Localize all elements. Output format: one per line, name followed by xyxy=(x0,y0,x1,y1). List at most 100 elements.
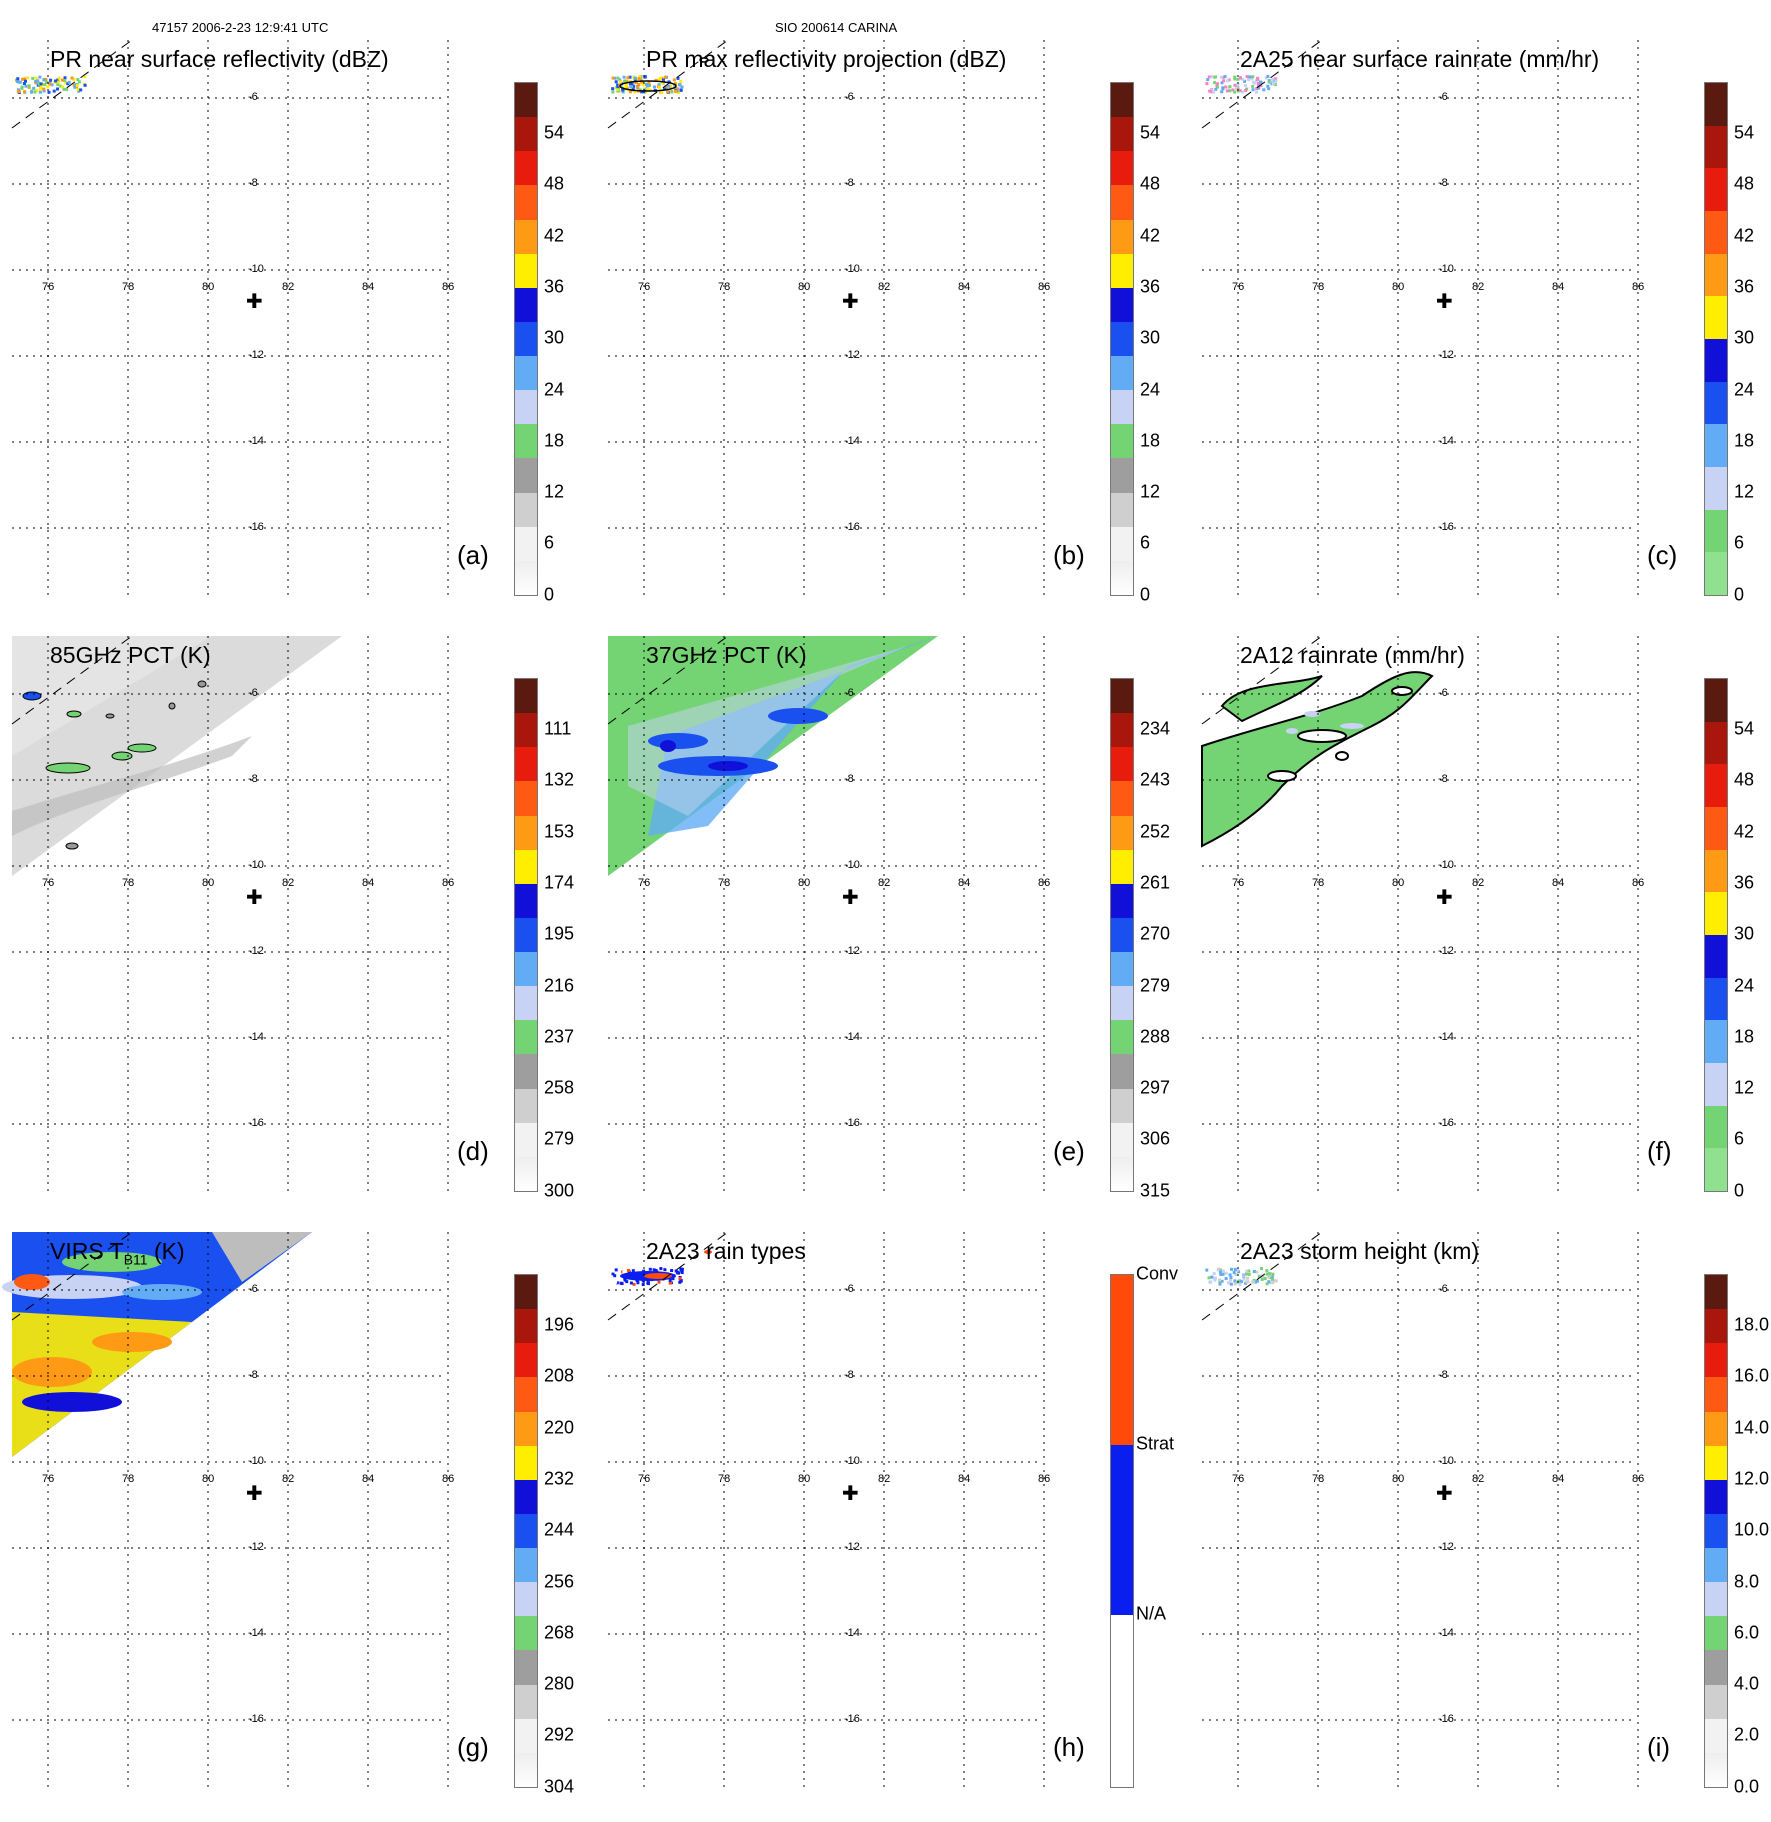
colorbar-label: 304 xyxy=(544,1776,575,1797)
colorbar-label: 288 xyxy=(1140,1026,1171,1047)
colorbar-segment xyxy=(1705,1752,1727,1788)
light-rain-1 xyxy=(1304,711,1320,717)
colorbar-segment xyxy=(1705,1582,1727,1617)
echo-pixel xyxy=(1221,75,1225,79)
echo-pixel xyxy=(1233,90,1237,94)
lat-tick-label: -16 xyxy=(248,1117,264,1129)
colorbar-segment xyxy=(515,321,537,357)
lat-tick-label: -16 xyxy=(844,1713,860,1725)
echo-pixel xyxy=(1274,79,1278,83)
panel-label: (i) xyxy=(1647,1732,1671,1762)
colorbar-label: 42 xyxy=(1734,225,1755,246)
echo-pixel xyxy=(1266,84,1270,88)
echo-pixel xyxy=(615,1281,619,1285)
colorbar-segment xyxy=(1111,219,1133,255)
colorbar-label: 0 xyxy=(1734,584,1745,605)
cloud-top-6 xyxy=(22,1392,122,1412)
echo-pixel xyxy=(1245,75,1249,78)
colorbar-label: 48 xyxy=(1734,769,1755,790)
lon-tick-label: 84 xyxy=(362,1473,374,1485)
colorbar-segment xyxy=(515,815,537,851)
lon-tick-label: 82 xyxy=(282,877,294,889)
echo-pixel xyxy=(678,1277,682,1280)
echo-pixel xyxy=(1221,1269,1225,1273)
echo-pixel xyxy=(676,1270,680,1274)
echo-pixel xyxy=(671,1277,675,1281)
echo-pixel xyxy=(680,85,684,89)
echo-pixel xyxy=(670,1269,674,1272)
echo-pixel xyxy=(1209,1280,1213,1284)
echo-pixel xyxy=(1235,1268,1239,1272)
lon-tick-label: 86 xyxy=(1632,877,1644,889)
lon-tick-label: 78 xyxy=(1312,281,1324,293)
lat-tick-label: -14 xyxy=(1438,435,1454,447)
echo-pixel xyxy=(646,87,650,91)
colorbar-label: 8.0 xyxy=(1734,1571,1760,1591)
echo-pixel xyxy=(70,76,74,80)
cold-cloud-7 xyxy=(168,702,176,710)
lat-tick-label: -6 xyxy=(844,91,854,103)
lat-tick-label: -8 xyxy=(844,773,854,785)
colorbar-segment xyxy=(1705,339,1727,383)
lon-tick-label: 78 xyxy=(1312,1473,1324,1485)
echo-pixel xyxy=(1257,1274,1261,1278)
colorbar-segment xyxy=(1705,1616,1727,1651)
echo-pixel xyxy=(38,87,42,91)
colorbar-label: 0 xyxy=(1734,1180,1745,1201)
colorbar-segment xyxy=(1111,1156,1133,1192)
colorbar-segment xyxy=(1111,356,1133,391)
lat-tick-label: -16 xyxy=(1438,521,1454,533)
lon-tick-label: 80 xyxy=(202,877,214,889)
colorbar-label: 36 xyxy=(1734,276,1755,297)
warm-cell-4 xyxy=(708,761,748,771)
rain-type-cell-2 xyxy=(704,1250,712,1254)
colorbar xyxy=(514,678,538,1192)
echo-pixel xyxy=(1230,1267,1233,1271)
echo-pixel xyxy=(37,81,41,85)
rain-gap-3 xyxy=(1335,751,1349,761)
echo-pixel xyxy=(1237,1270,1241,1274)
echo-pixel xyxy=(622,1270,626,1274)
lat-tick-label: -8 xyxy=(248,1369,258,1381)
colorbar-label: 18 xyxy=(544,430,565,451)
colorbar-segment xyxy=(515,849,537,885)
echo-pixel xyxy=(633,90,637,94)
echo-pixel xyxy=(668,1279,672,1282)
echo-pixel xyxy=(657,83,661,87)
colorbar-label: 12 xyxy=(544,481,565,502)
echo-pixel xyxy=(656,78,660,82)
colorbar-label: 12 xyxy=(1140,481,1161,502)
lat-tick-label: -6 xyxy=(844,1283,854,1295)
echo-pixel xyxy=(621,90,625,94)
colorbar-label: 6 xyxy=(544,532,555,553)
echo-pixel xyxy=(654,1269,658,1272)
echo-pixel xyxy=(64,81,68,85)
echo-pixel xyxy=(1252,1270,1256,1273)
lat-tick-label: -6 xyxy=(248,687,258,699)
echo-pixel xyxy=(1233,1282,1237,1286)
panel-title: 85GHz PCT (K) xyxy=(50,642,211,668)
cold-cloud-5 xyxy=(197,680,207,688)
echo-pixel xyxy=(59,84,63,88)
lat-tick-label: -12 xyxy=(1438,945,1454,957)
lon-tick-label: 76 xyxy=(1232,1473,1244,1485)
echo-pixel xyxy=(1238,89,1242,93)
colorbar-segment xyxy=(1111,526,1133,562)
echo-pixel xyxy=(46,85,50,89)
echo-pixel xyxy=(1224,1277,1228,1281)
echo-pixel xyxy=(1247,1269,1251,1273)
lon-tick-label: 82 xyxy=(878,1473,890,1485)
lat-tick-label: -12 xyxy=(844,945,860,957)
echo-pixel xyxy=(1215,85,1219,89)
lat-tick-label: -10 xyxy=(248,1455,264,1467)
colorbar-segment xyxy=(1705,296,1727,340)
echo-pixel xyxy=(42,78,46,82)
lon-tick-label: 76 xyxy=(1232,281,1244,293)
colorbar-label: 0 xyxy=(544,584,555,605)
echo-pixel xyxy=(1228,1273,1232,1277)
lat-tick-label: -12 xyxy=(248,945,264,957)
echo-pixel xyxy=(1270,1277,1274,1281)
panel-title: 2A25 near surface rainrate (mm/hr) xyxy=(1240,46,1600,72)
colorbar-segment xyxy=(1111,1020,1133,1055)
echo-pixel xyxy=(611,87,615,91)
